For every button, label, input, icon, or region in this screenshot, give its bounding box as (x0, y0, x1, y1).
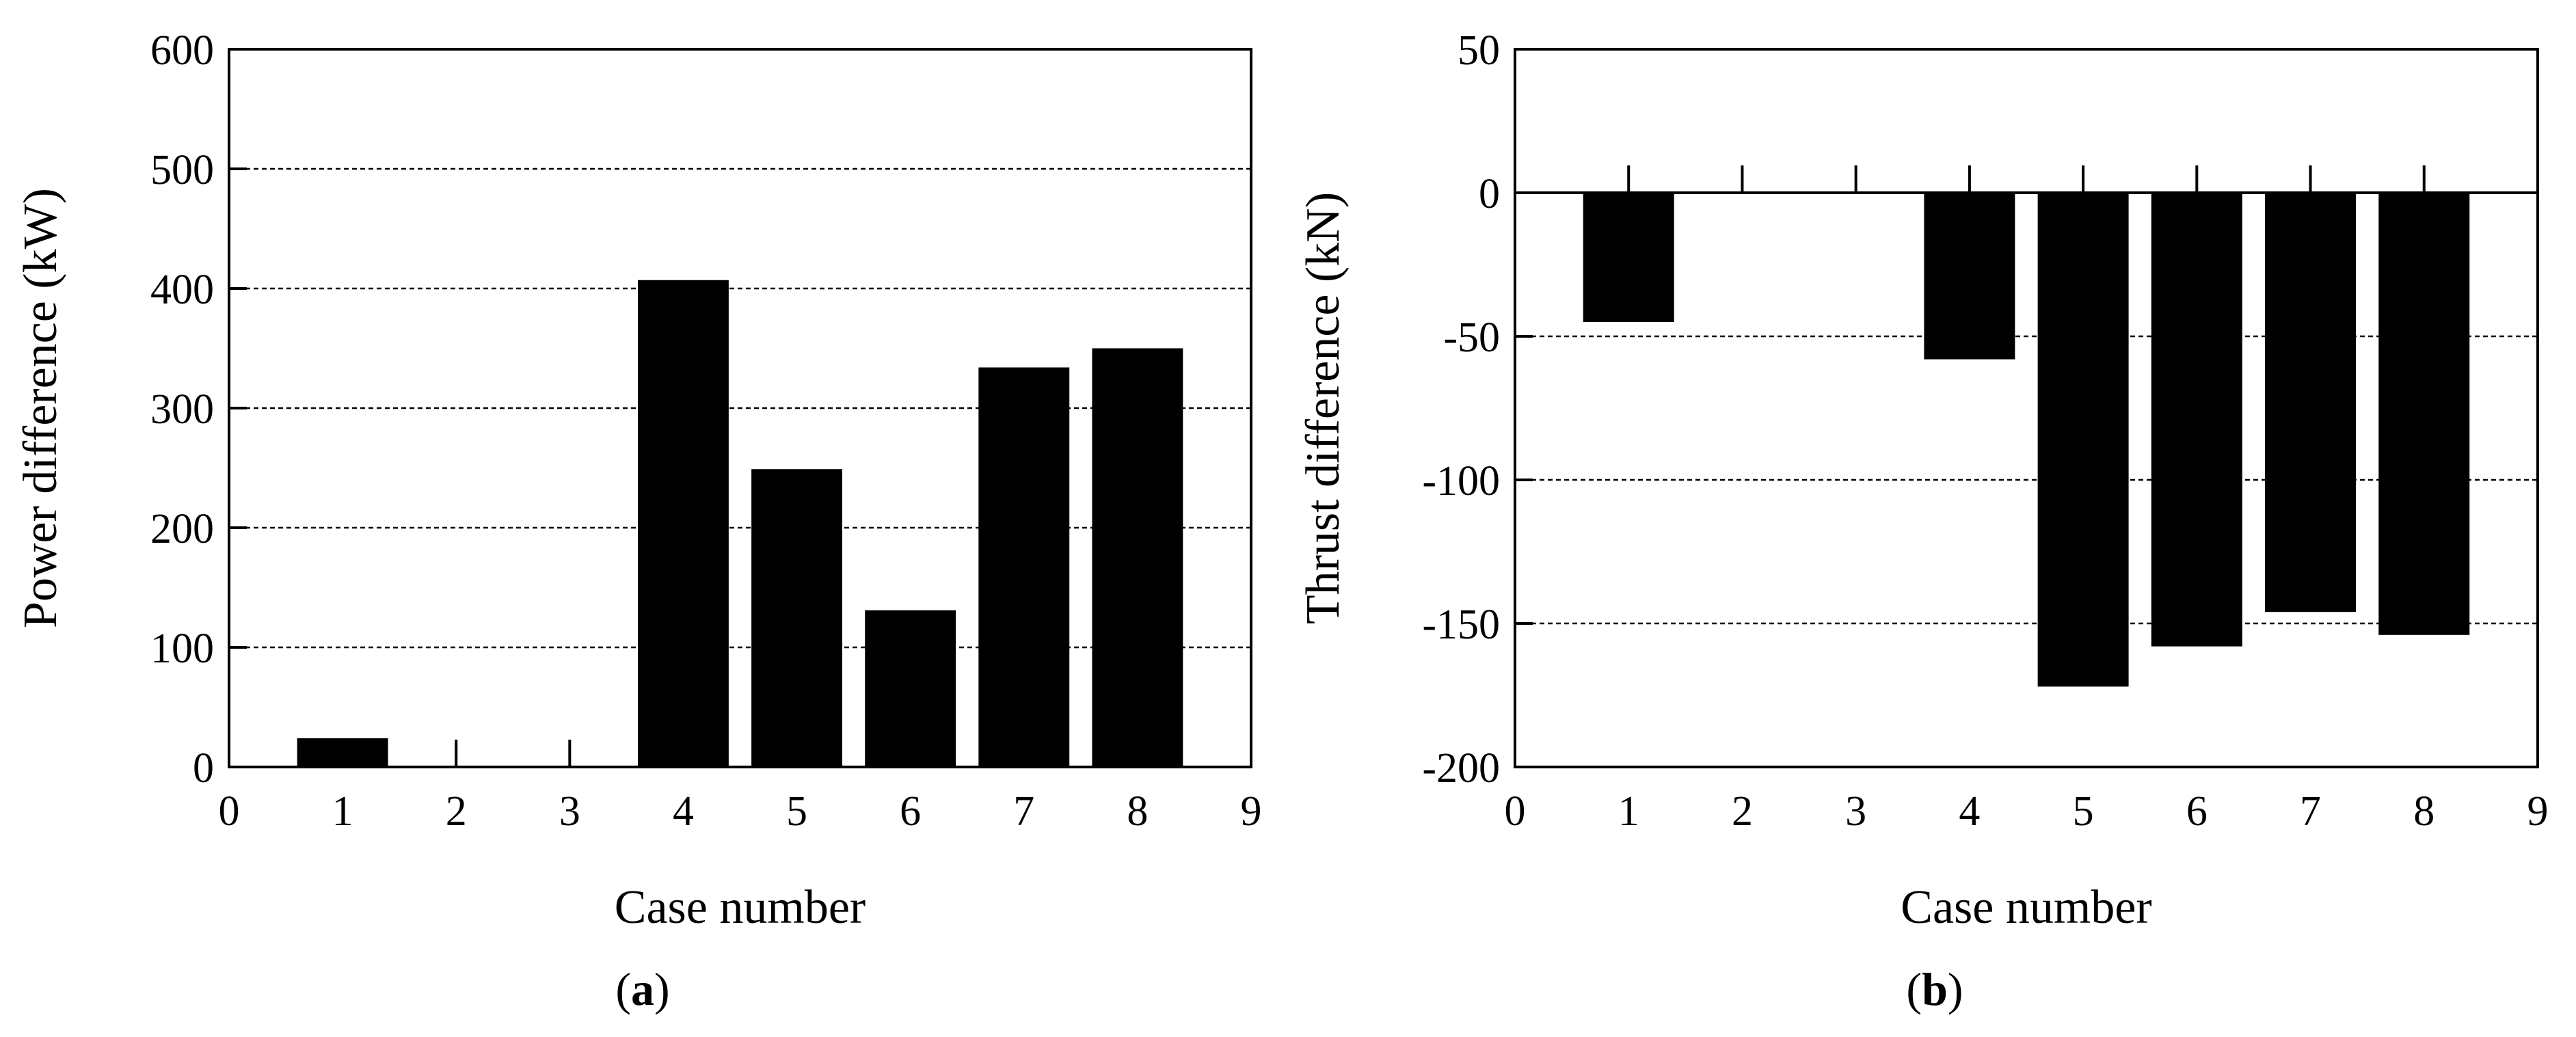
x-tick-label: 6 (900, 788, 921, 835)
plot-frame (1514, 48, 2539, 768)
bar-case-1 (1583, 193, 1674, 322)
x-tick-label: 4 (673, 788, 694, 835)
y-tick-label: 100 (150, 625, 214, 672)
bar-case-5 (2037, 193, 2129, 687)
x-tick-label: 3 (1845, 788, 1866, 835)
x-tick-label: 8 (2413, 788, 2434, 835)
panel-label: (b) (1906, 963, 1963, 1015)
y-axis-label: Power difference (kW) (14, 188, 67, 628)
x-tick-label: 2 (446, 788, 467, 835)
x-tick-label: 5 (786, 788, 807, 835)
x-axis-label: Case number (1901, 881, 2151, 934)
y-tick-label: 400 (150, 267, 214, 313)
x-tick-label: 7 (2300, 788, 2321, 835)
bar-case-4 (638, 280, 729, 767)
x-tick-label: 9 (1241, 788, 1262, 835)
panel-label-letter: a (631, 963, 654, 1015)
y-tick-label: 600 (150, 27, 214, 74)
x-tick-label: 0 (219, 788, 240, 835)
x-tick-label: 6 (2186, 788, 2208, 835)
y-axis-label: Thrust difference (kN) (1297, 192, 1350, 624)
x-tick-label: 1 (332, 788, 353, 835)
y-tick-label: -150 (1422, 602, 1500, 648)
bar-case-7 (978, 367, 1070, 767)
y-tick-label: 0 (193, 745, 214, 792)
x-axis-label: Case number (615, 881, 866, 934)
bar-case-8 (1092, 348, 1183, 767)
bar-case-5 (751, 469, 842, 767)
y-tick-label: 300 (150, 386, 214, 433)
y-tick-label: 0 (1479, 171, 1500, 217)
x-tick-label: 0 (1505, 788, 1526, 835)
bar-case-7 (2265, 193, 2357, 612)
x-tick-label: 2 (1732, 788, 1753, 835)
y-tick-label: -50 (1443, 314, 1500, 361)
x-tick-label: 3 (559, 788, 580, 835)
bar-case-4 (1924, 193, 2015, 360)
x-tick-label: 4 (1959, 788, 1980, 835)
panel-label-letter: b (1922, 963, 1948, 1015)
x-tick-label: 7 (1013, 788, 1034, 835)
chart-a: 0 1 2 3 4 5 6 7 8 9 0 100 200 300 400 500 600 Case number… (14, 27, 1262, 1015)
y-tick-label: -100 (1422, 458, 1500, 504)
y-tick-label: 50 (1458, 27, 1500, 74)
x-tick-label: 1 (1618, 788, 1639, 835)
chart-b: 0 1 2 3 4 5 6 7 8 9 -200 -150 -100 -50 0 50 Case number T… (1297, 27, 2549, 1015)
panel-label: (a) (615, 963, 669, 1015)
x-tick-label: 5 (2073, 788, 2094, 835)
y-tick-label: 200 (150, 506, 214, 552)
y-tick-label: -200 (1422, 745, 1500, 792)
y-tick-label: 500 (150, 147, 214, 193)
bar-case-8 (2378, 193, 2470, 635)
bar-case-6 (2151, 193, 2242, 647)
x-tick-label: 8 (1127, 788, 1148, 835)
x-tick-label: 9 (2527, 788, 2549, 835)
